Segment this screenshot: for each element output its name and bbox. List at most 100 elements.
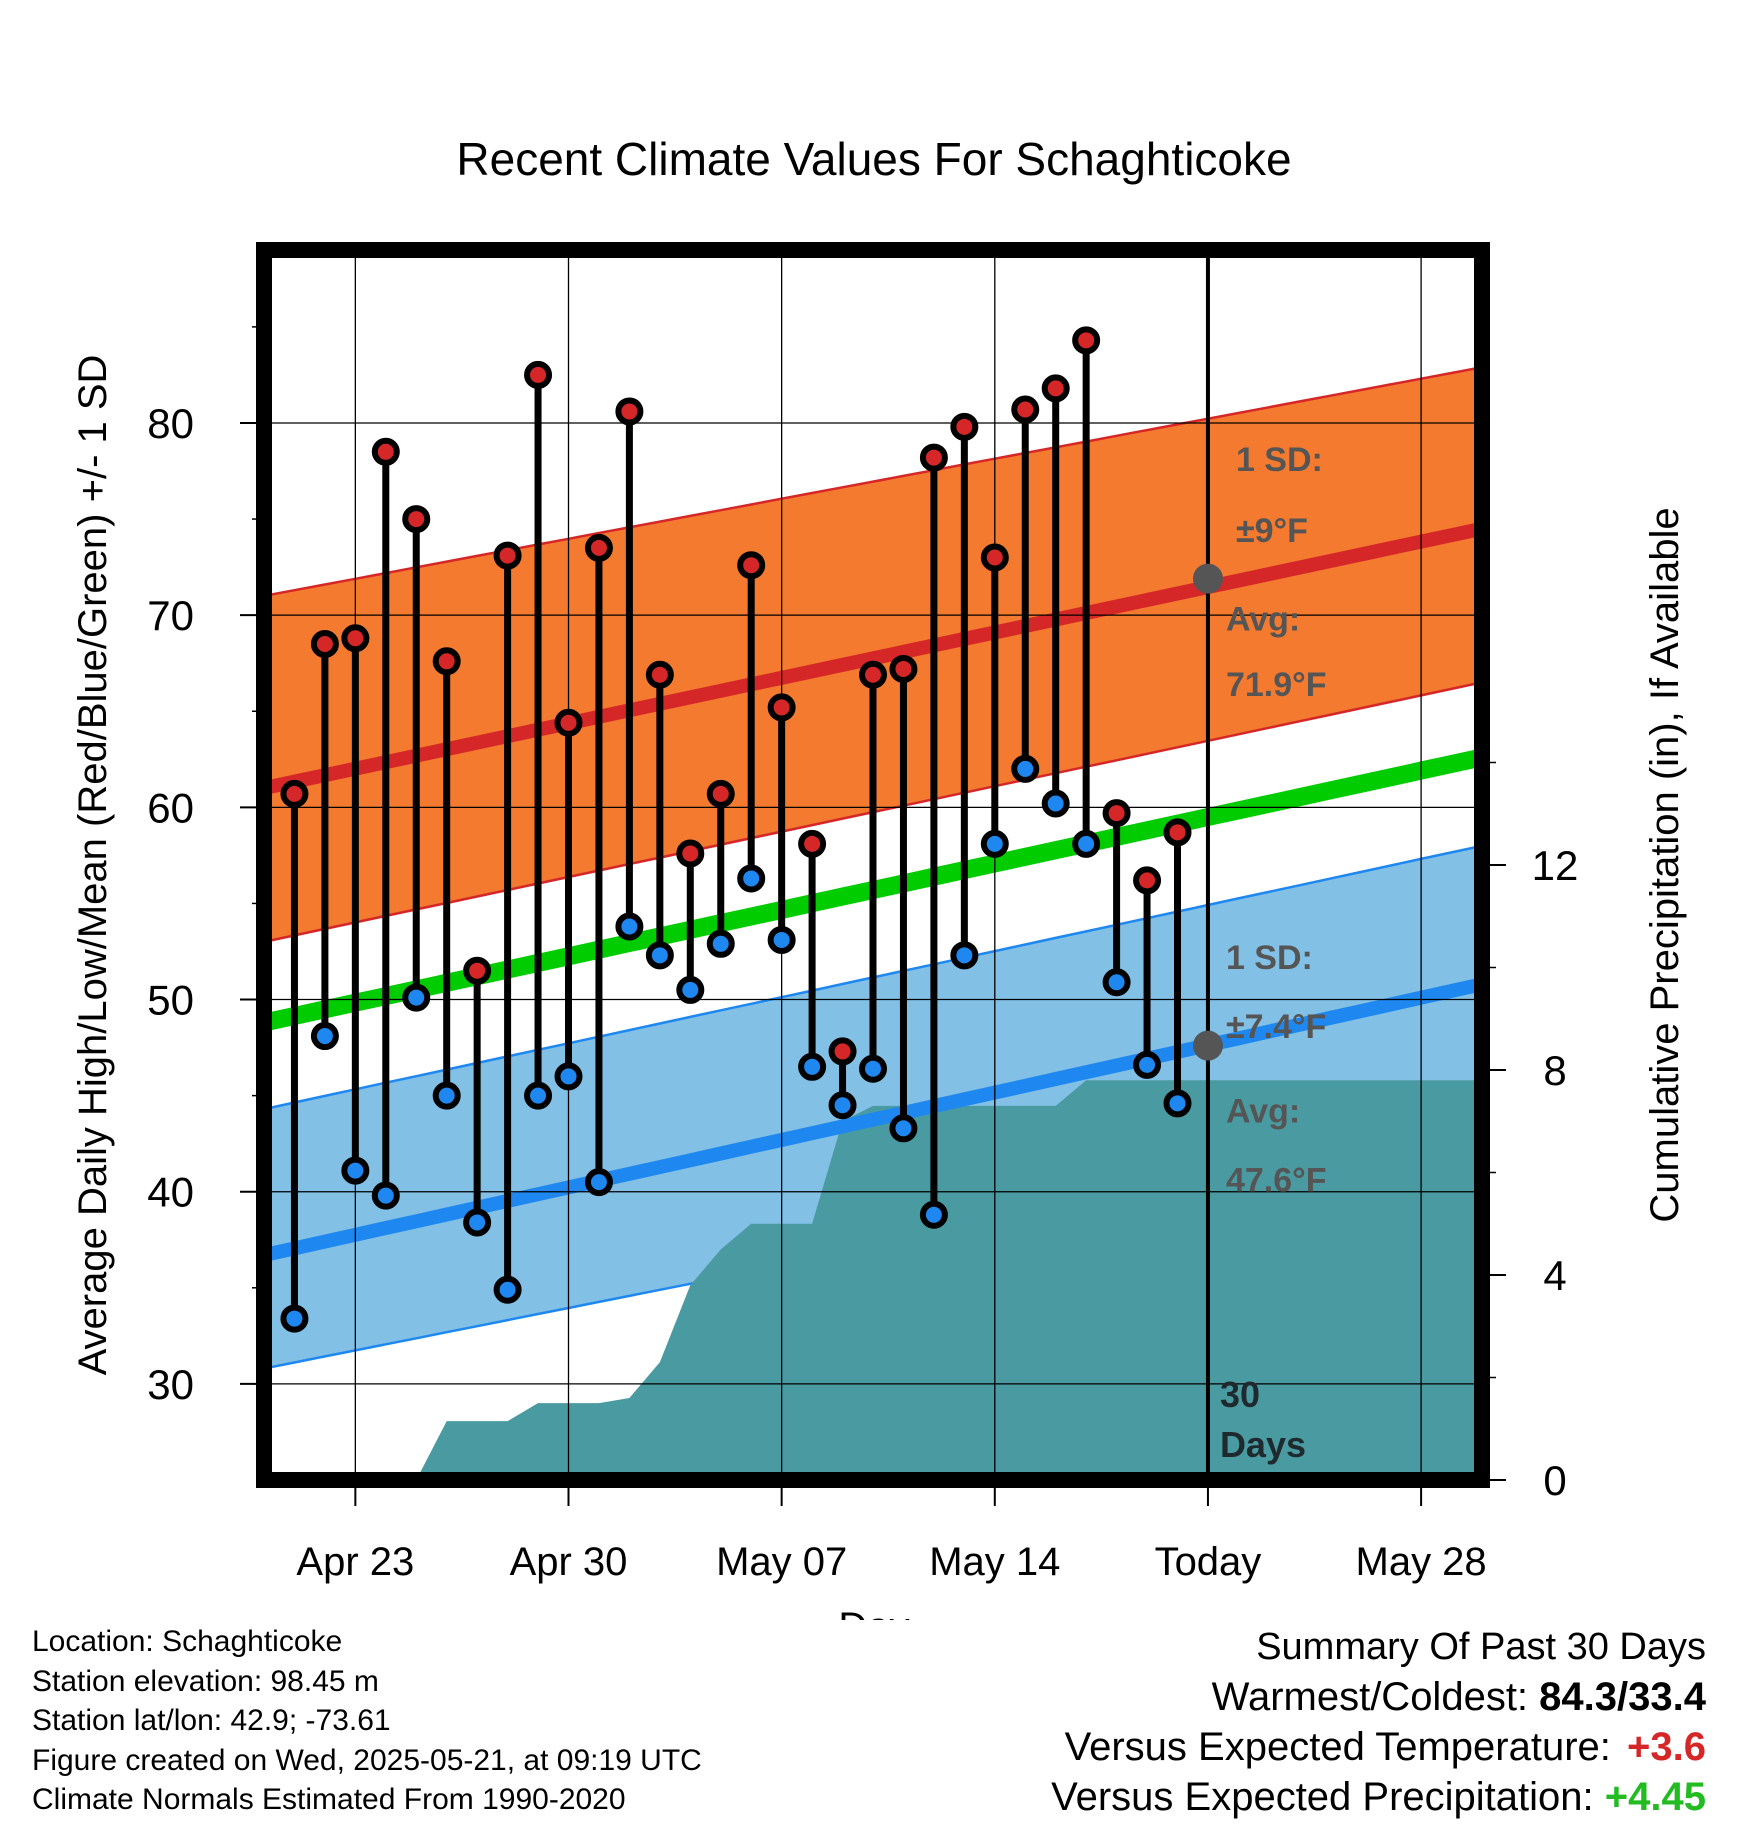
daily-high-point [493, 541, 522, 570]
x-tick-label: May 28 [1356, 1540, 1487, 1584]
daily-high-point [554, 708, 583, 737]
latlon-text: Station lat/lon: 42.9; -73.61 [32, 1704, 391, 1737]
daily-high-point [645, 660, 674, 689]
station-info: Location: Schaghticoke Station elevation… [32, 1622, 702, 1820]
daily-low-point [767, 925, 796, 954]
daily-high-point [463, 956, 492, 985]
high-sd-label: 1 SD: [1236, 441, 1323, 479]
daily-high-point [828, 1037, 857, 1066]
chart-title: Recent Climate Values For Schaghticoke [456, 133, 1291, 185]
daily-low-point [798, 1052, 827, 1081]
cumulative-precip-area [324, 1080, 1482, 1480]
daily-high-point [584, 533, 613, 562]
daily-low-point [341, 1156, 370, 1185]
daily-high-point [706, 779, 735, 808]
plot-frame [256, 242, 1490, 1488]
x-tick-label: May 07 [716, 1540, 847, 1584]
daily-high-point [310, 629, 339, 658]
climate-chart: 1 SD: ±9°F Avg: 71.9°F 1 SD: ±7.4°F Avg: 47.6°F… [71, 133, 1687, 1620]
daily-high-point [1072, 326, 1101, 355]
daily-high-point [524, 360, 553, 389]
daily-high-point [676, 839, 705, 868]
daily-low-point [737, 864, 766, 893]
daily-low-point [310, 1022, 339, 1051]
elevation-text: Station elevation: 98.45 m [32, 1664, 379, 1698]
daily-low-point [919, 1200, 948, 1229]
days-label: 30 [1220, 1374, 1260, 1415]
summary-title: Summary Of Past 30 Days [1256, 1626, 1706, 1668]
daily-low-point [950, 941, 979, 970]
daily-high-point [371, 437, 400, 466]
low-sd-label: 1 SD: [1226, 939, 1313, 977]
temp-anomaly-value: +3.6 [1627, 1725, 1706, 1769]
daily-low-point [1072, 829, 1101, 858]
daily-high-point [798, 829, 827, 858]
daily-high-point [1102, 799, 1131, 828]
daily-low-point [554, 1062, 583, 1091]
daily-high-point [767, 693, 796, 722]
daily-low-point [584, 1168, 613, 1197]
y-tick-label: 70 [147, 592, 194, 639]
daily-low-point [371, 1181, 400, 1210]
daily-low-point [1041, 789, 1070, 818]
daily-high-point [950, 412, 979, 441]
daily-low-point [645, 941, 674, 970]
x-axis-label: Day [838, 1605, 909, 1620]
daily-low-point [463, 1208, 492, 1237]
daily-high-point [341, 624, 370, 653]
daily-low-point [676, 975, 705, 1004]
y-tick-label: 60 [147, 784, 194, 831]
daily-high-point [859, 660, 887, 689]
low-sd-value: ±7.4°F [1226, 1008, 1326, 1046]
daily-high-point [402, 505, 431, 534]
daily-low-point [493, 1275, 522, 1304]
y-right-tick-label: 0 [1543, 1457, 1566, 1504]
daily-low-point [859, 1054, 887, 1083]
x-tick-label: Today [1155, 1540, 1262, 1584]
normals-text: Climate Normals Estimated From 1990-2020 [32, 1783, 626, 1816]
normal-low-line [264, 977, 1482, 1262]
daily-high-point [1011, 395, 1040, 424]
daily-low-point [706, 929, 735, 958]
daily-high-point [1041, 374, 1070, 403]
x-tick-label: Apr 30 [510, 1540, 628, 1584]
daily-low-point [524, 1081, 553, 1110]
x-tick-label: May 14 [929, 1540, 1060, 1584]
temp-anomaly-label: Versus Expected Temperature: [1064, 1725, 1611, 1769]
daily-low-point [402, 983, 431, 1012]
location-text: Location: Schaghticoke [32, 1625, 343, 1658]
high-avg-value: 71.9°F [1226, 666, 1327, 704]
daily-low-point [1102, 968, 1131, 997]
warmest-coldest-row: Warmest/Coldest: 84.3/33.4 [1051, 1672, 1706, 1722]
low-avg-label: Avg: [1226, 1093, 1300, 1131]
daily-low-point [280, 1304, 309, 1333]
precip-anomaly-row: Versus Expected Precipitation: +4.45 [1051, 1772, 1706, 1822]
summary-panel: Summary Of Past 30 Days Warmest/Coldest:… [1051, 1622, 1706, 1822]
daily-high-point [919, 443, 948, 472]
high-avg-label: Avg: [1226, 601, 1300, 639]
daily-high-point [889, 654, 918, 683]
y-axis-label-right: Cumulative Precipitation (in), If Availa… [1643, 507, 1687, 1222]
y-tick-label: 80 [147, 400, 194, 447]
warmest-coldest-label: Warmest/Coldest: [1211, 1675, 1529, 1719]
y-tick-label: 50 [147, 977, 194, 1024]
daily-low-point [615, 912, 644, 941]
daily-high-point [1163, 818, 1192, 847]
today-high-avg-marker [1192, 563, 1223, 594]
warmest-coldest-value: 84.3/33.4 [1539, 1675, 1706, 1719]
y-right-tick-label: 4 [1543, 1252, 1566, 1299]
y-right-tick-label: 8 [1543, 1047, 1566, 1094]
low-avg-value: 47.6°F [1226, 1162, 1327, 1200]
plot-area: 1 SD: ±9°F Avg: 71.9°F 1 SD: ±7.4°F Avg: 47.6°F… [264, 250, 1482, 1480]
daily-low-point [1011, 754, 1040, 783]
y-axis-label-left: Average Daily High/Low/Mean (Red/Blue/Gr… [71, 355, 115, 1376]
daily-high-point [737, 551, 766, 580]
today-low-avg-marker [1192, 1030, 1223, 1061]
precip-anomaly-label: Versus Expected Precipitation: [1051, 1775, 1594, 1819]
daily-low-point [889, 1114, 918, 1143]
daily-high-point [1133, 866, 1162, 895]
daily-high-point [280, 779, 309, 808]
daily-low-point [432, 1081, 461, 1110]
x-tick-label: Apr 23 [296, 1540, 414, 1584]
y-right-tick-label: 12 [1532, 842, 1579, 889]
